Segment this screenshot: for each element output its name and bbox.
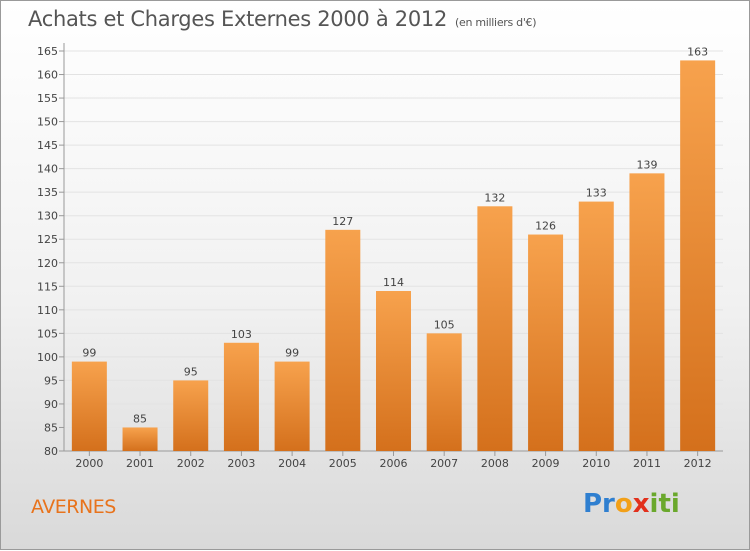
x-tick-label: 2011 xyxy=(633,457,661,470)
chart-title-text: Achats et Charges Externes 2000 à 2012 xyxy=(28,7,448,31)
x-tick-label: 2005 xyxy=(329,457,357,470)
y-tick-label: 105 xyxy=(37,327,58,340)
y-tick-label: 85 xyxy=(44,421,58,434)
y-tick-label: 115 xyxy=(37,280,58,293)
data-label: 99 xyxy=(82,347,96,360)
y-tick-label: 130 xyxy=(37,210,58,223)
y-tick-label: 110 xyxy=(37,304,58,317)
y-tick-label: 155 xyxy=(37,92,58,105)
place-name: AVERNES xyxy=(31,496,116,518)
y-tick-label: 165 xyxy=(37,45,58,58)
bar-2012 xyxy=(680,60,716,451)
proxiti-logo[interactable]: Proxiti xyxy=(583,489,680,519)
x-tick-label: 2012 xyxy=(684,457,712,470)
data-label: 127 xyxy=(332,215,353,228)
data-label: 105 xyxy=(434,318,455,331)
y-tick-label: 140 xyxy=(37,163,58,176)
chart-title: Achats et Charges Externes 2000 à 2012 (e… xyxy=(28,7,537,31)
bar-2002 xyxy=(173,380,209,451)
data-label: 95 xyxy=(184,365,198,378)
x-tick-label: 2002 xyxy=(177,457,205,470)
data-label: 126 xyxy=(535,220,556,233)
bar-2006 xyxy=(376,291,411,451)
data-label: 132 xyxy=(484,191,505,204)
bar-2008 xyxy=(477,206,513,451)
y-tick-label: 100 xyxy=(37,351,58,364)
bar-2003 xyxy=(223,342,259,451)
y-tick-label: 160 xyxy=(37,69,58,82)
x-tick-label: 2001 xyxy=(126,457,154,470)
y-tick-label: 125 xyxy=(37,233,58,246)
x-tick-label: 2009 xyxy=(532,457,560,470)
data-label: 103 xyxy=(231,328,252,341)
bar-2007 xyxy=(426,333,462,451)
data-label: 99 xyxy=(285,347,299,360)
y-tick-label: 90 xyxy=(44,398,58,411)
logo-part-3: x xyxy=(632,489,650,519)
bar-2011 xyxy=(629,173,665,451)
data-label: 139 xyxy=(636,158,657,171)
logo-part-1: Pr xyxy=(583,489,615,519)
y-tick-label: 80 xyxy=(44,445,58,458)
y-tick-label: 120 xyxy=(37,257,58,270)
bar-2009 xyxy=(528,234,564,451)
y-tick-label: 145 xyxy=(37,139,58,152)
bars xyxy=(71,60,716,451)
y-tick-label: 95 xyxy=(44,374,58,387)
x-tick-label: 2000 xyxy=(75,457,103,470)
data-label: 133 xyxy=(586,187,607,200)
x-tick-label: 2003 xyxy=(227,457,255,470)
bar-2004 xyxy=(274,361,310,451)
bar-2001 xyxy=(122,427,158,451)
data-label: 163 xyxy=(687,45,708,58)
x-tick-label: 2010 xyxy=(582,457,610,470)
bar-2000 xyxy=(71,361,107,451)
data-labels: 99 85 95 103 99 127 114 105 132 126 133 139 163 xyxy=(82,45,708,425)
x-tick-label: 2004 xyxy=(278,457,306,470)
y-tick-label: 135 xyxy=(37,186,58,199)
x-tick-label: 2006 xyxy=(380,457,408,470)
bar-2005 xyxy=(325,229,361,451)
x-tick-label: 2008 xyxy=(481,457,509,470)
logo-part-4: iti xyxy=(649,489,680,519)
bar-2010 xyxy=(578,201,614,451)
chart-subtitle: (en milliers d'€) xyxy=(455,16,537,29)
y-tick-label: 150 xyxy=(37,116,58,129)
data-label: 85 xyxy=(133,412,147,425)
logo-part-2: o xyxy=(614,489,633,519)
x-tick-label: 2007 xyxy=(430,457,458,470)
data-label: 114 xyxy=(383,276,404,289)
